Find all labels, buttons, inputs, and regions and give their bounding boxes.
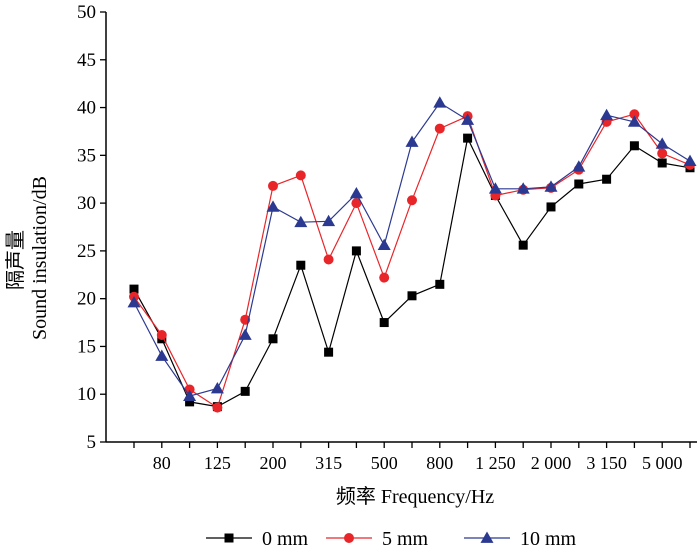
- legend: 0 mm 5 mm 10 mm: [206, 528, 577, 550]
- data-point: [155, 349, 169, 361]
- y-tick-label: 35: [77, 145, 96, 166]
- data-point: [434, 123, 445, 134]
- legend-item: 0 mm: [206, 528, 309, 550]
- data-point: [240, 386, 250, 396]
- y-axis: 5 10 15 20 25 30 35 40 45 50: [77, 2, 106, 453]
- data-point: [627, 115, 641, 127]
- data-point: [546, 202, 556, 212]
- data-point: [461, 113, 475, 125]
- legend-label: 0 mm: [262, 528, 309, 550]
- legend-item: 10 mm: [464, 528, 577, 550]
- series-line: [133, 113, 691, 409]
- y-tick-label: 40: [77, 98, 96, 119]
- data-point: [488, 182, 502, 194]
- data-point: [377, 238, 391, 251]
- data-point: [185, 397, 195, 407]
- y-tick-label: 10: [77, 384, 96, 405]
- legend-label: 5 mm: [382, 528, 429, 550]
- series-10-mm: [127, 96, 697, 402]
- x-axis: 80 125 200 315 500 800 1 250 2 000 3 150 5 000: [133, 442, 691, 473]
- legend-item: 5 mm: [326, 528, 429, 550]
- series-0-mm: [129, 133, 695, 412]
- legend-marker: [224, 533, 234, 543]
- x-tick-label: 125: [204, 453, 231, 473]
- data-point: [351, 198, 362, 209]
- data-point: [600, 108, 614, 121]
- y-tick-label: 45: [77, 50, 96, 71]
- data-point: [349, 187, 363, 199]
- data-point: [210, 381, 224, 394]
- data-point: [683, 154, 697, 166]
- legend-label: 10 mm: [520, 528, 577, 550]
- data-point: [518, 240, 528, 250]
- data-point: [351, 246, 361, 256]
- x-tick-label: 2 000: [531, 453, 572, 473]
- data-point: [572, 160, 586, 172]
- data-point: [322, 214, 336, 227]
- data-point: [268, 334, 278, 344]
- y-tick-label: 25: [77, 241, 96, 262]
- data-point: [435, 279, 445, 289]
- y-tick-label: 30: [77, 193, 96, 214]
- x-axis-title: 频率 Frequency/Hz: [336, 485, 494, 508]
- data-point: [296, 260, 306, 270]
- data-point: [127, 295, 141, 308]
- data-point: [407, 195, 417, 206]
- data-point: [212, 402, 223, 413]
- x-tick-label: 80: [153, 453, 171, 473]
- legend-marker: [344, 533, 354, 543]
- data-point: [156, 329, 167, 340]
- series-5-mm: [129, 109, 695, 413]
- data-point: [294, 215, 308, 228]
- data-point: [266, 200, 280, 212]
- plot-frame: [105, 12, 697, 443]
- data-point: [602, 174, 612, 184]
- data-point: [516, 182, 530, 194]
- x-tick-label: 315: [315, 453, 342, 473]
- data-point: [433, 96, 447, 108]
- x-tick-label: 800: [426, 453, 453, 473]
- y-axis-title-chinese: 隔声量: [4, 230, 27, 290]
- data-point: [238, 328, 252, 340]
- data-point: [463, 133, 473, 143]
- y-tick-label: 20: [77, 289, 96, 310]
- data-point: [544, 180, 558, 192]
- data-point: [379, 272, 390, 283]
- x-tick-label: 3 150: [586, 453, 627, 473]
- data-point: [323, 254, 334, 265]
- legend-marker: [480, 531, 494, 543]
- data-point: [574, 179, 584, 189]
- data-point: [379, 318, 389, 328]
- data-point: [655, 137, 669, 149]
- data-point: [295, 170, 306, 181]
- x-tick-label: 5 000: [642, 453, 683, 473]
- y-tick-label: 15: [77, 336, 96, 357]
- y-axis-title: Sound insulation/dB: [29, 176, 51, 340]
- data-point: [657, 158, 667, 168]
- data-point: [183, 389, 197, 402]
- data-point: [268, 180, 278, 191]
- data-point: [657, 148, 668, 159]
- data-point: [405, 135, 419, 147]
- y-tick-label: 50: [77, 2, 96, 23]
- data-point: [324, 347, 334, 357]
- series-layer: [127, 96, 697, 413]
- data-point: [129, 284, 139, 294]
- x-tick-label: 200: [260, 453, 287, 473]
- y-tick-label: 5: [87, 432, 97, 453]
- x-tick-label: 1 250: [475, 453, 516, 473]
- x-tick-label: 500: [371, 453, 398, 473]
- data-point: [407, 291, 417, 301]
- data-point: [629, 109, 640, 120]
- data-point: [629, 141, 639, 151]
